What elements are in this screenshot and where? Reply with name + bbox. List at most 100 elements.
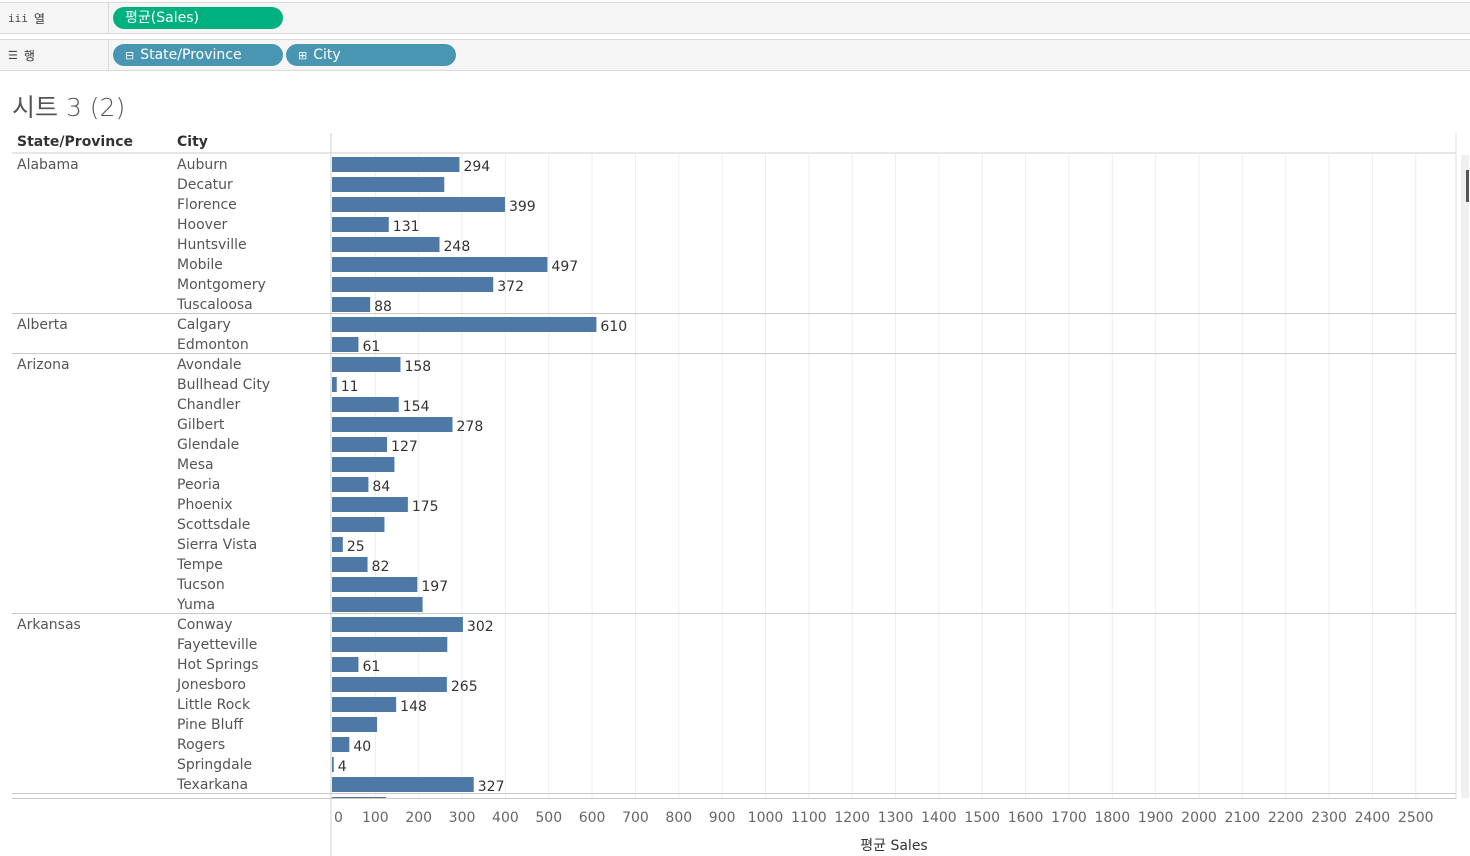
columns-label: 열 xyxy=(33,11,45,26)
x-tick-label: 2000 xyxy=(1181,810,1217,826)
x-tick-label: 2200 xyxy=(1268,810,1304,826)
bar[interactable] xyxy=(332,277,494,292)
bar[interactable] xyxy=(332,317,597,332)
bar-value-label: 82 xyxy=(372,559,390,575)
rows-label: 행 xyxy=(23,48,35,63)
x-tick-label: 2500 xyxy=(1398,810,1434,826)
city-label: Tuscaloosa xyxy=(176,297,253,313)
vertical-scrollbar[interactable] xyxy=(1461,155,1469,798)
bar-value-label: 148 xyxy=(400,699,427,715)
bar[interactable] xyxy=(332,237,440,252)
bar[interactable] xyxy=(332,597,423,612)
bar-value-label: 302 xyxy=(467,619,494,635)
sheet-title: 시트 3 (2) xyxy=(12,93,126,122)
city-label: Pine Bluff xyxy=(177,717,243,733)
city-label: Tempe xyxy=(176,557,223,573)
bar-value-label: 294 xyxy=(463,159,490,175)
city-label: Jonesboro xyxy=(176,677,246,693)
city-label: Phoenix xyxy=(177,497,233,513)
city-label: Hoover xyxy=(177,217,228,233)
city-label: Little Rock xyxy=(177,697,251,713)
bar[interactable] xyxy=(332,197,505,212)
x-tick-label: 1800 xyxy=(1094,810,1130,826)
bar[interactable] xyxy=(332,517,385,532)
city-pill-label: City xyxy=(313,47,341,63)
bar-value-label: 11 xyxy=(341,379,359,395)
bar[interactable] xyxy=(332,697,397,712)
city-label: Gilbert xyxy=(177,417,225,433)
x-tick-label: 1000 xyxy=(748,810,784,826)
expand-icon[interactable]: ⊞ xyxy=(298,49,308,62)
city-label: Hot Springs xyxy=(177,657,259,673)
x-tick-label: 2300 xyxy=(1311,810,1347,826)
city-label: Mobile xyxy=(177,257,223,273)
city-label: Calgary xyxy=(177,317,231,333)
city-label: Springdale xyxy=(177,757,252,773)
bar[interactable] xyxy=(332,537,343,552)
city-header[interactable]: City xyxy=(177,134,208,150)
bar[interactable] xyxy=(332,617,463,632)
rows-icon: ☰ xyxy=(8,48,18,62)
x-tick-label: 900 xyxy=(709,810,736,826)
bar[interactable] xyxy=(332,757,334,772)
bar[interactable] xyxy=(332,557,368,572)
state-label: Arizona xyxy=(17,357,70,373)
bar[interactable] xyxy=(332,297,371,312)
state-province-pill[interactable]: ⊟ State/Province xyxy=(113,44,283,66)
state-province-pill-label: State/Province xyxy=(140,47,242,63)
x-tick-label: 600 xyxy=(579,810,606,826)
x-tick-label: 1200 xyxy=(834,810,870,826)
city-pill[interactable]: ⊞ City xyxy=(286,44,456,66)
bar[interactable] xyxy=(332,497,408,512)
bar[interactable] xyxy=(332,717,378,732)
city-label: Tucson xyxy=(176,577,225,593)
axis-background xyxy=(0,799,1470,856)
bar[interactable] xyxy=(332,337,359,352)
bar-value-label: 265 xyxy=(451,679,478,695)
bar-value-label: 127 xyxy=(391,439,418,455)
bar[interactable] xyxy=(332,657,359,672)
city-label: Fayetteville xyxy=(177,637,257,653)
x-tick-label: 1700 xyxy=(1051,810,1087,826)
bar-value-label: 40 xyxy=(353,739,371,755)
x-tick-label: 300 xyxy=(449,810,476,826)
bar[interactable] xyxy=(332,477,369,492)
bar[interactable] xyxy=(332,437,388,452)
city-label: Bullhead City xyxy=(177,377,270,393)
x-tick-label: 500 xyxy=(535,810,562,826)
x-tick-label: 700 xyxy=(622,810,649,826)
bar[interactable] xyxy=(332,217,389,232)
bar-value-label: 84 xyxy=(372,479,390,495)
bar[interactable] xyxy=(332,157,460,172)
bar[interactable] xyxy=(332,457,395,472)
bar-value-label: 175 xyxy=(412,499,439,515)
bar-value-label: 158 xyxy=(404,359,431,375)
bar[interactable] xyxy=(332,357,401,372)
bar-value-label: 248 xyxy=(444,239,471,255)
columns-icon: iii xyxy=(8,11,28,25)
bar[interactable] xyxy=(332,777,474,792)
x-tick-label: 0 xyxy=(334,810,343,826)
avg-sales-pill-label: 평균(Sales) xyxy=(125,10,199,26)
bar[interactable] xyxy=(332,397,399,412)
rows-shelf-label: ☰ 행 xyxy=(0,40,109,70)
avg-sales-pill[interactable]: 평균(Sales) xyxy=(113,7,283,29)
bar[interactable] xyxy=(332,677,447,692)
bar[interactable] xyxy=(332,257,548,272)
collapse-icon[interactable]: ⊟ xyxy=(125,49,135,62)
bar[interactable] xyxy=(332,637,448,652)
bar-value-label: 4 xyxy=(338,759,347,775)
bar-value-label: 61 xyxy=(362,339,380,355)
city-label: Chandler xyxy=(177,397,240,413)
bar[interactable] xyxy=(332,177,445,192)
bar[interactable] xyxy=(332,377,337,392)
state-province-header[interactable]: State/Province xyxy=(17,134,133,150)
bar[interactable] xyxy=(332,417,453,432)
bar[interactable] xyxy=(332,577,418,592)
city-label: Decatur xyxy=(177,177,233,193)
bar[interactable] xyxy=(332,737,350,752)
bar-value-label: 197 xyxy=(421,579,448,595)
scrollbar-thumb[interactable] xyxy=(1466,170,1469,202)
x-tick-label: 200 xyxy=(405,810,432,826)
